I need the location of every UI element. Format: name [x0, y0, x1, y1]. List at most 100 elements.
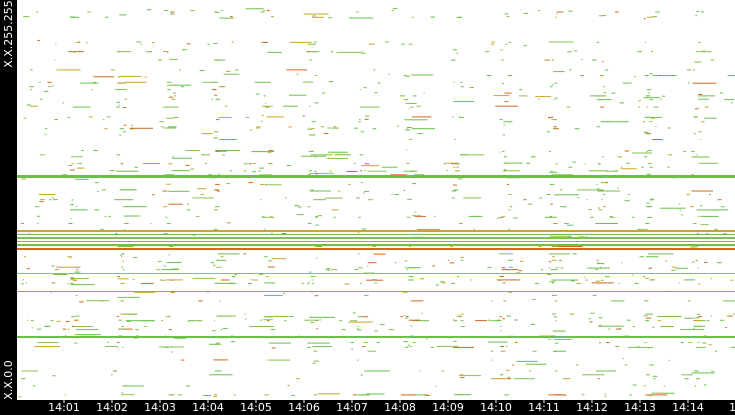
activity-dot [145, 51, 153, 53]
activity-dot [653, 106, 659, 108]
activity-dot [195, 215, 200, 217]
activity-dot [261, 216, 275, 218]
activity-dot [36, 328, 42, 330]
activity-dot [562, 395, 567, 396]
activity-dot [409, 139, 412, 140]
activity-dot [452, 116, 454, 118]
activity-dot [136, 41, 142, 43]
activity-dot [414, 174, 425, 176]
activity-dot [290, 316, 294, 317]
activity-dot [268, 163, 273, 164]
activity-dot [717, 262, 722, 264]
activity-dot [167, 51, 169, 53]
activity-dot [592, 59, 597, 61]
activity-dot [507, 376, 510, 378]
activity-dot [647, 16, 651, 18]
activity-dot [201, 154, 210, 156]
activity-dot [499, 151, 501, 153]
activity-dot [358, 216, 361, 218]
activity-dot [727, 75, 735, 76]
activity-dot [644, 156, 648, 158]
activity-dot [647, 163, 652, 165]
activity-dot [119, 134, 122, 136]
activity-dot [307, 282, 310, 284]
activity-dot [311, 16, 324, 18]
activity-dot [210, 262, 214, 264]
activity-dot [120, 282, 125, 284]
activity-dot [453, 81, 455, 83]
activity-dot [330, 269, 338, 271]
activity-dot [700, 224, 709, 226]
activity-dot [595, 280, 600, 282]
activity-dot [622, 82, 632, 84]
activity-dot [173, 95, 176, 97]
activity-dot [71, 199, 74, 201]
activity-dot [119, 14, 127, 16]
activity-dot [357, 359, 359, 361]
activity-dot [220, 10, 223, 12]
time-label: 14:04 [192, 401, 224, 414]
activity-dot [72, 326, 94, 327]
activity-dot [334, 154, 351, 156]
activity-dot [62, 328, 67, 330]
activity-dot [159, 279, 163, 281]
activity-dot [374, 330, 378, 332]
activity-dot [590, 216, 594, 218]
activity-dot [296, 378, 300, 380]
activity-dot [645, 133, 648, 135]
activity-dot [410, 325, 413, 327]
activity-dot [300, 155, 327, 157]
activity-dot [597, 190, 620, 192]
activity-dot [710, 315, 713, 317]
activity-dot [259, 167, 264, 169]
activity-dot [502, 318, 505, 320]
activity-dot [584, 163, 586, 165]
activity-dot [586, 199, 588, 201]
activity-dot [245, 318, 247, 320]
activity-dot [391, 10, 394, 12]
activity-dot [267, 51, 282, 53]
activity-dot [416, 105, 421, 107]
activity-dot [720, 319, 725, 321]
activity-dot [646, 173, 651, 175]
activity-dot [51, 375, 56, 377]
activity-dot [632, 384, 637, 386]
activity-dot [684, 317, 694, 319]
activity-dot [691, 190, 713, 192]
activity-dot [589, 95, 607, 97]
activity-dot [166, 279, 183, 281]
activity-dot [64, 394, 67, 396]
activity-dot [23, 256, 26, 258]
activity-dot [336, 51, 362, 53]
activity-dot [48, 86, 51, 88]
activity-dot [309, 316, 335, 318]
activity-dot [94, 182, 99, 184]
activity-dot [54, 119, 58, 121]
activity-dot [700, 11, 704, 13]
activity-dot [213, 137, 218, 139]
activity-dot [693, 327, 695, 329]
activity-dot [364, 115, 370, 117]
activity-dot [70, 282, 74, 284]
activity-dot [714, 228, 718, 230]
activity-dot [21, 283, 24, 285]
activity-dot [663, 385, 665, 387]
activity-dot [363, 87, 367, 89]
activity-dot [114, 199, 134, 201]
activity-dot [698, 98, 709, 100]
activity-dot [650, 117, 655, 119]
activity-dot [367, 350, 377, 352]
activity-dot [120, 300, 124, 302]
activity-dot [704, 117, 717, 119]
activity-dot [535, 96, 552, 98]
activity-dot [598, 15, 603, 17]
activity-dot [702, 50, 706, 52]
activity-dot [457, 276, 460, 278]
activity-dot [36, 215, 41, 217]
activity-dot [503, 124, 506, 126]
activity-dot [215, 150, 219, 152]
activity-line [17, 234, 735, 235]
activity-dot [412, 215, 416, 217]
activity-dot [244, 313, 246, 315]
activity-dot [597, 283, 599, 285]
